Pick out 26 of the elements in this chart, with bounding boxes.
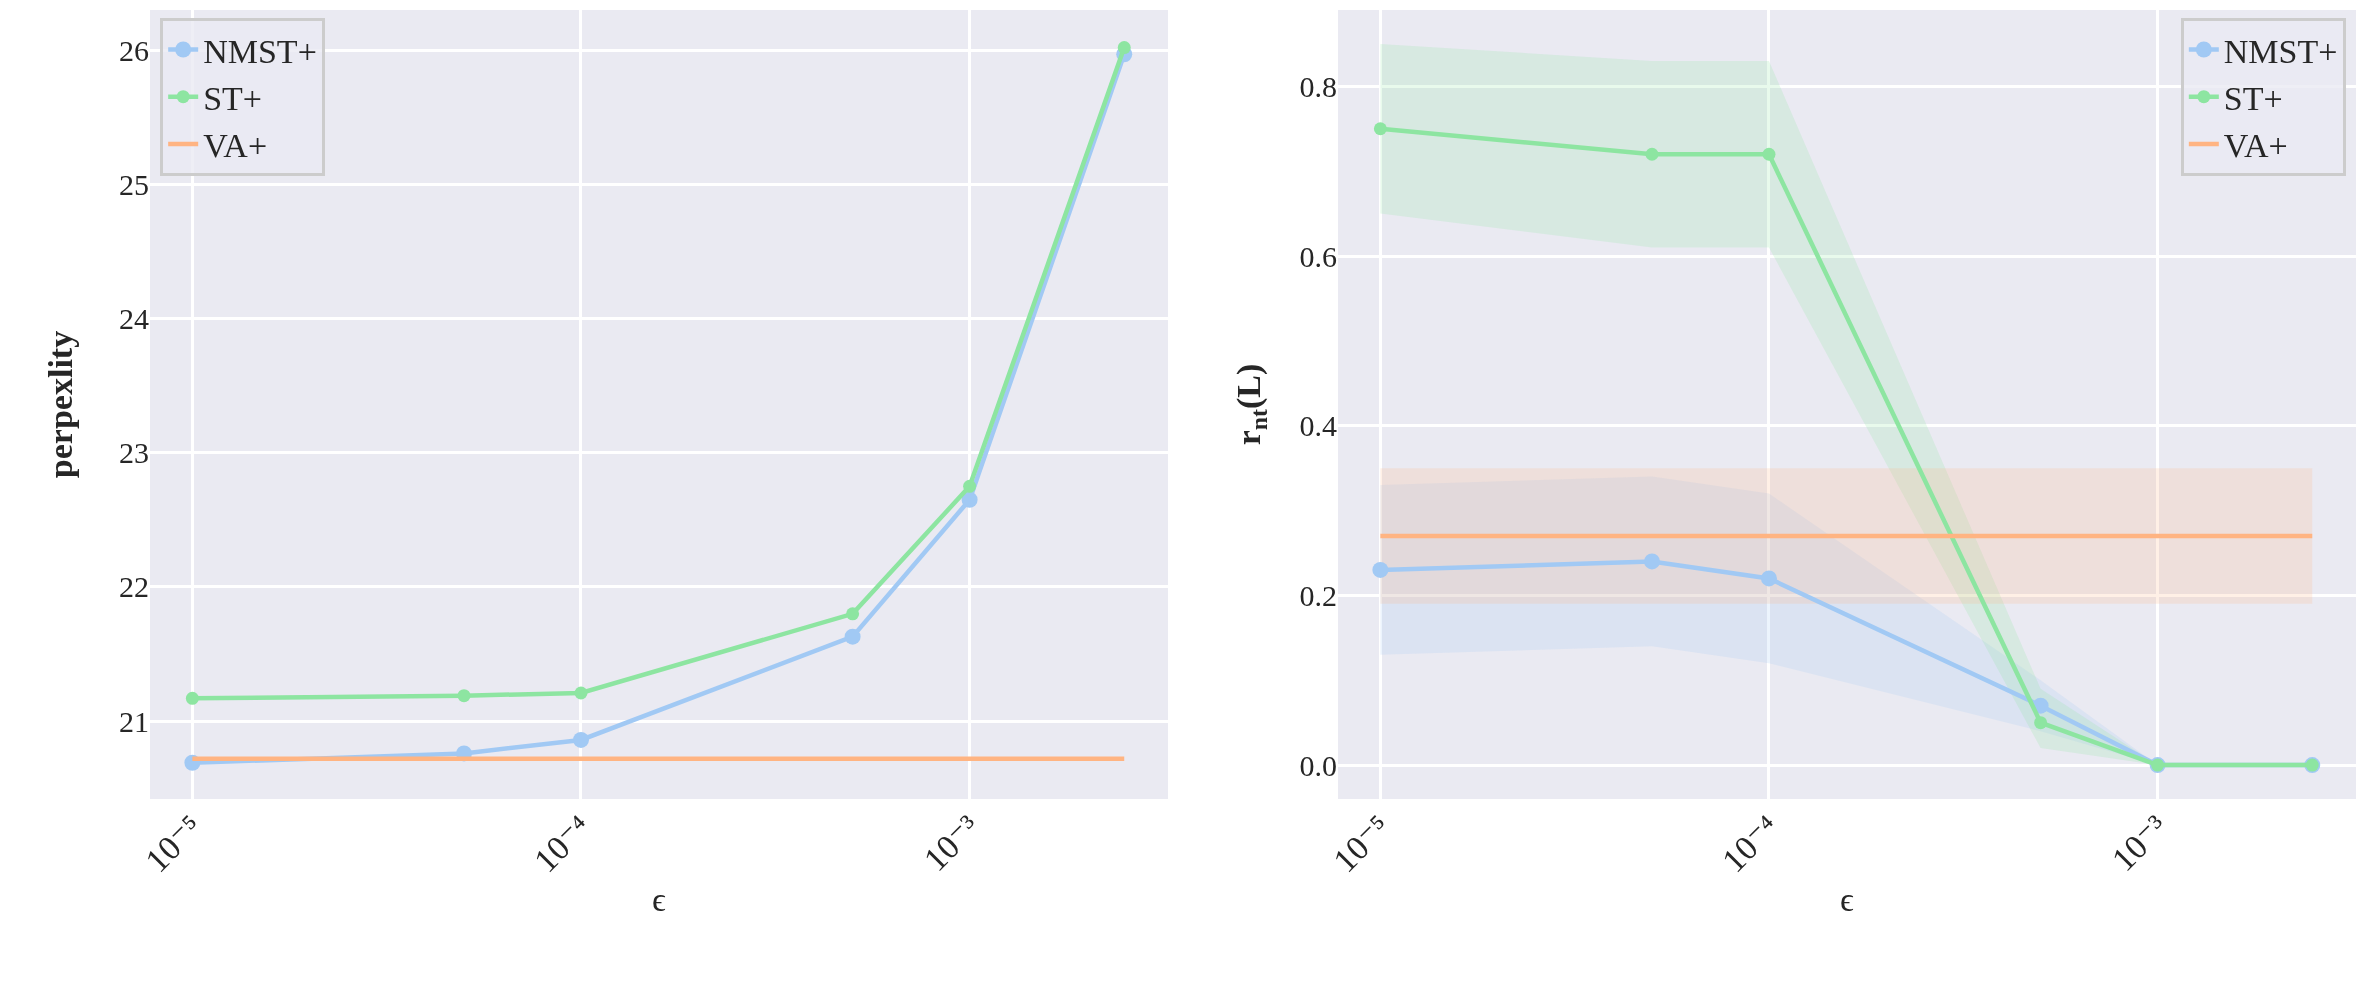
x-tick-label: 10⁻³	[916, 807, 987, 878]
y-axis-title: perpexlity	[42, 330, 79, 479]
x-axis-title: ϵ	[652, 881, 667, 918]
y-tick-label: 0.4	[1299, 409, 1337, 443]
x-tick-label: 10⁻⁴	[526, 807, 598, 880]
y-tick-label: 0.8	[1299, 69, 1337, 103]
y-tick-label: 0.6	[1299, 239, 1337, 273]
y-tick-label: 21	[119, 704, 149, 738]
legend-label: NMST+	[203, 32, 317, 70]
y-tick-label: 0.0	[1299, 748, 1337, 782]
y-tick-label: 23	[119, 436, 149, 470]
x-tick-label: 10⁻³	[2104, 807, 2175, 878]
x-tick-label: 10⁻⁴	[1714, 807, 1786, 880]
y-tick-label: 25	[119, 167, 149, 201]
x-tick-label: 10⁻⁵	[1326, 807, 1398, 880]
legend-label: ST+	[2223, 79, 2283, 117]
y-tick-label: 24	[119, 302, 149, 336]
y-tick-label: 0.2	[1299, 578, 1337, 612]
y-tick-label: 22	[119, 570, 149, 604]
x-axis-title: ϵ	[1840, 881, 1855, 918]
legend-label: VA+	[2223, 127, 2288, 165]
legend-label: ST+	[203, 79, 263, 117]
legend-label: NMST+	[2223, 32, 2338, 70]
y-tick-label: 26	[119, 33, 149, 67]
x-tick-label: 10⁻⁵	[138, 807, 210, 880]
legend-label: VA+	[203, 127, 268, 165]
